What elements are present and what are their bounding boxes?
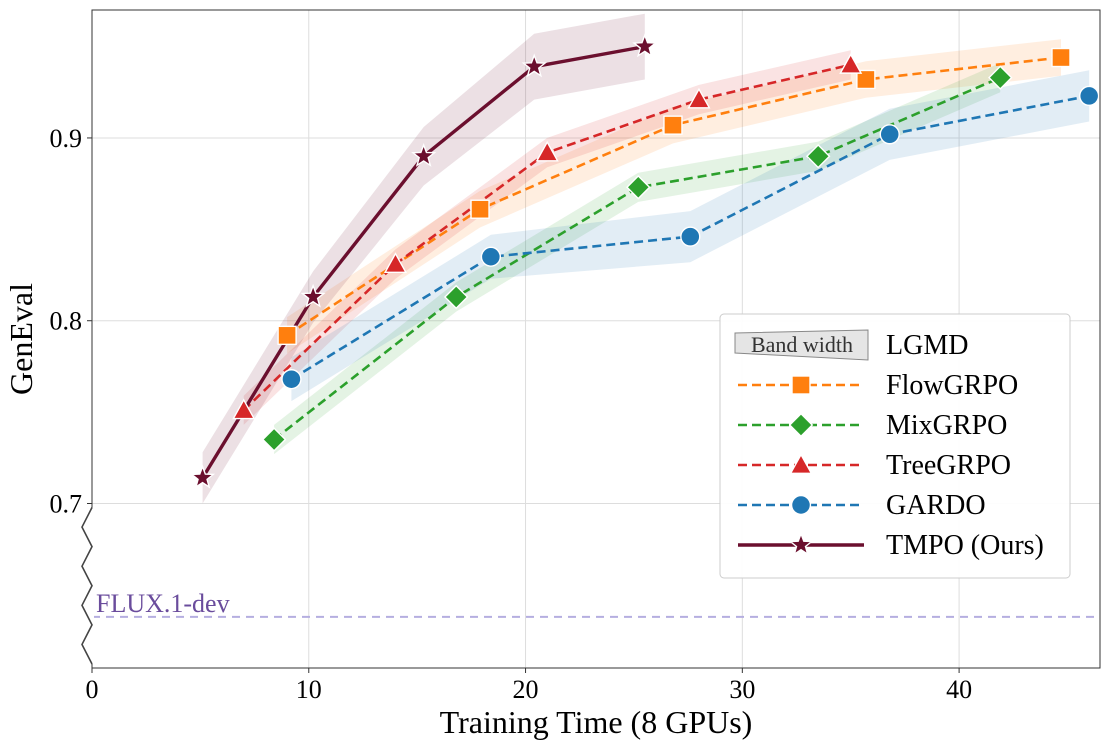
legend-tmpo-ours-label: TMPO (Ours) (886, 530, 1044, 561)
gardo-point (281, 369, 302, 390)
treegrpo-point (687, 87, 711, 109)
legend-band-shape (734, 329, 869, 361)
mixgrpo-point (626, 175, 651, 200)
treegrpo-band (243, 50, 851, 425)
flowgrpo-point (277, 325, 297, 346)
flowgrpo-point (663, 115, 683, 135)
x-axis-ticks: 0 10 20 30 40 (86, 668, 972, 704)
legend-tmpo-ours-marker (788, 531, 814, 556)
legend-flowgrpo-marker (791, 375, 811, 395)
tmpo-ours-point (521, 53, 547, 78)
y-tick-label: 0.8 (50, 307, 83, 336)
tmpo-ours-point (632, 33, 658, 58)
flowgrpo-point (1051, 47, 1071, 68)
legend-band-swatch: Band width (734, 329, 869, 361)
gardo-point (879, 124, 900, 145)
mixgrpo-point (805, 143, 831, 169)
x-tick-label: 10 (296, 675, 322, 704)
legend-mixgrpo-marker (788, 412, 814, 438)
legend-band-label: Band width (751, 332, 853, 357)
mixgrpo-point (988, 65, 1013, 90)
flowgrpo-point (856, 69, 876, 90)
mixgrpo-line (273, 76, 1001, 441)
y-axis-label: GenEval (3, 283, 39, 395)
legend: Band width LGMD FlowGRPO MixGRPO TreeGRPO GAR… (719, 313, 1071, 579)
x-tick-label: 40 (946, 675, 972, 704)
x-tick-label: 0 (86, 675, 99, 704)
tmpo-ours-point (411, 142, 437, 167)
x-tick-label: 20 (513, 675, 539, 704)
tmpo-ours-band (202, 13, 645, 504)
legend-treegrpo-marker (789, 453, 813, 474)
treegrpo-point (383, 252, 408, 274)
mixgrpo-point (261, 427, 287, 452)
tmpo-ours-point (189, 464, 216, 489)
legend-mixgrpo-label: MixGRPO (886, 410, 1007, 441)
treegrpo-point (839, 53, 863, 74)
y-tick-label: 0.9 (50, 124, 83, 153)
gardo-point (480, 246, 502, 267)
gardo-point (1079, 85, 1100, 107)
axis-break (81, 507, 94, 665)
mixgrpo-point (443, 284, 469, 310)
tmpo-ours-point (300, 283, 326, 308)
y-axis-ticks: 0.7 0.8 0.9 (50, 124, 92, 519)
plot-frame (91, 9, 1101, 669)
legend-gardo-marker (790, 494, 812, 516)
legend-gardo-label: GARDO (886, 490, 986, 521)
x-axis-label: Training Time (8 GPUs) (440, 704, 753, 740)
series-markers (189, 33, 1100, 489)
legend-lgmd-label: LGMD (886, 330, 968, 361)
axis-break-zigzag (81, 507, 93, 665)
treegrpo-point (535, 140, 559, 162)
treegrpo-point (232, 398, 256, 420)
y-tick-label: 0.7 (50, 490, 83, 519)
flowgrpo-band (287, 39, 1062, 354)
legend-flowgrpo-label: FlowGRPO (886, 370, 1018, 401)
x-tick-label: 30 (729, 675, 755, 704)
flowgrpo-point (470, 199, 490, 219)
baseline: FLUX.1-dev (92, 589, 1100, 618)
gardo-point (680, 226, 701, 247)
baseline-label: FLUX.1-dev (96, 589, 230, 618)
legend-treegrpo-label: TreeGRPO (886, 450, 1011, 481)
